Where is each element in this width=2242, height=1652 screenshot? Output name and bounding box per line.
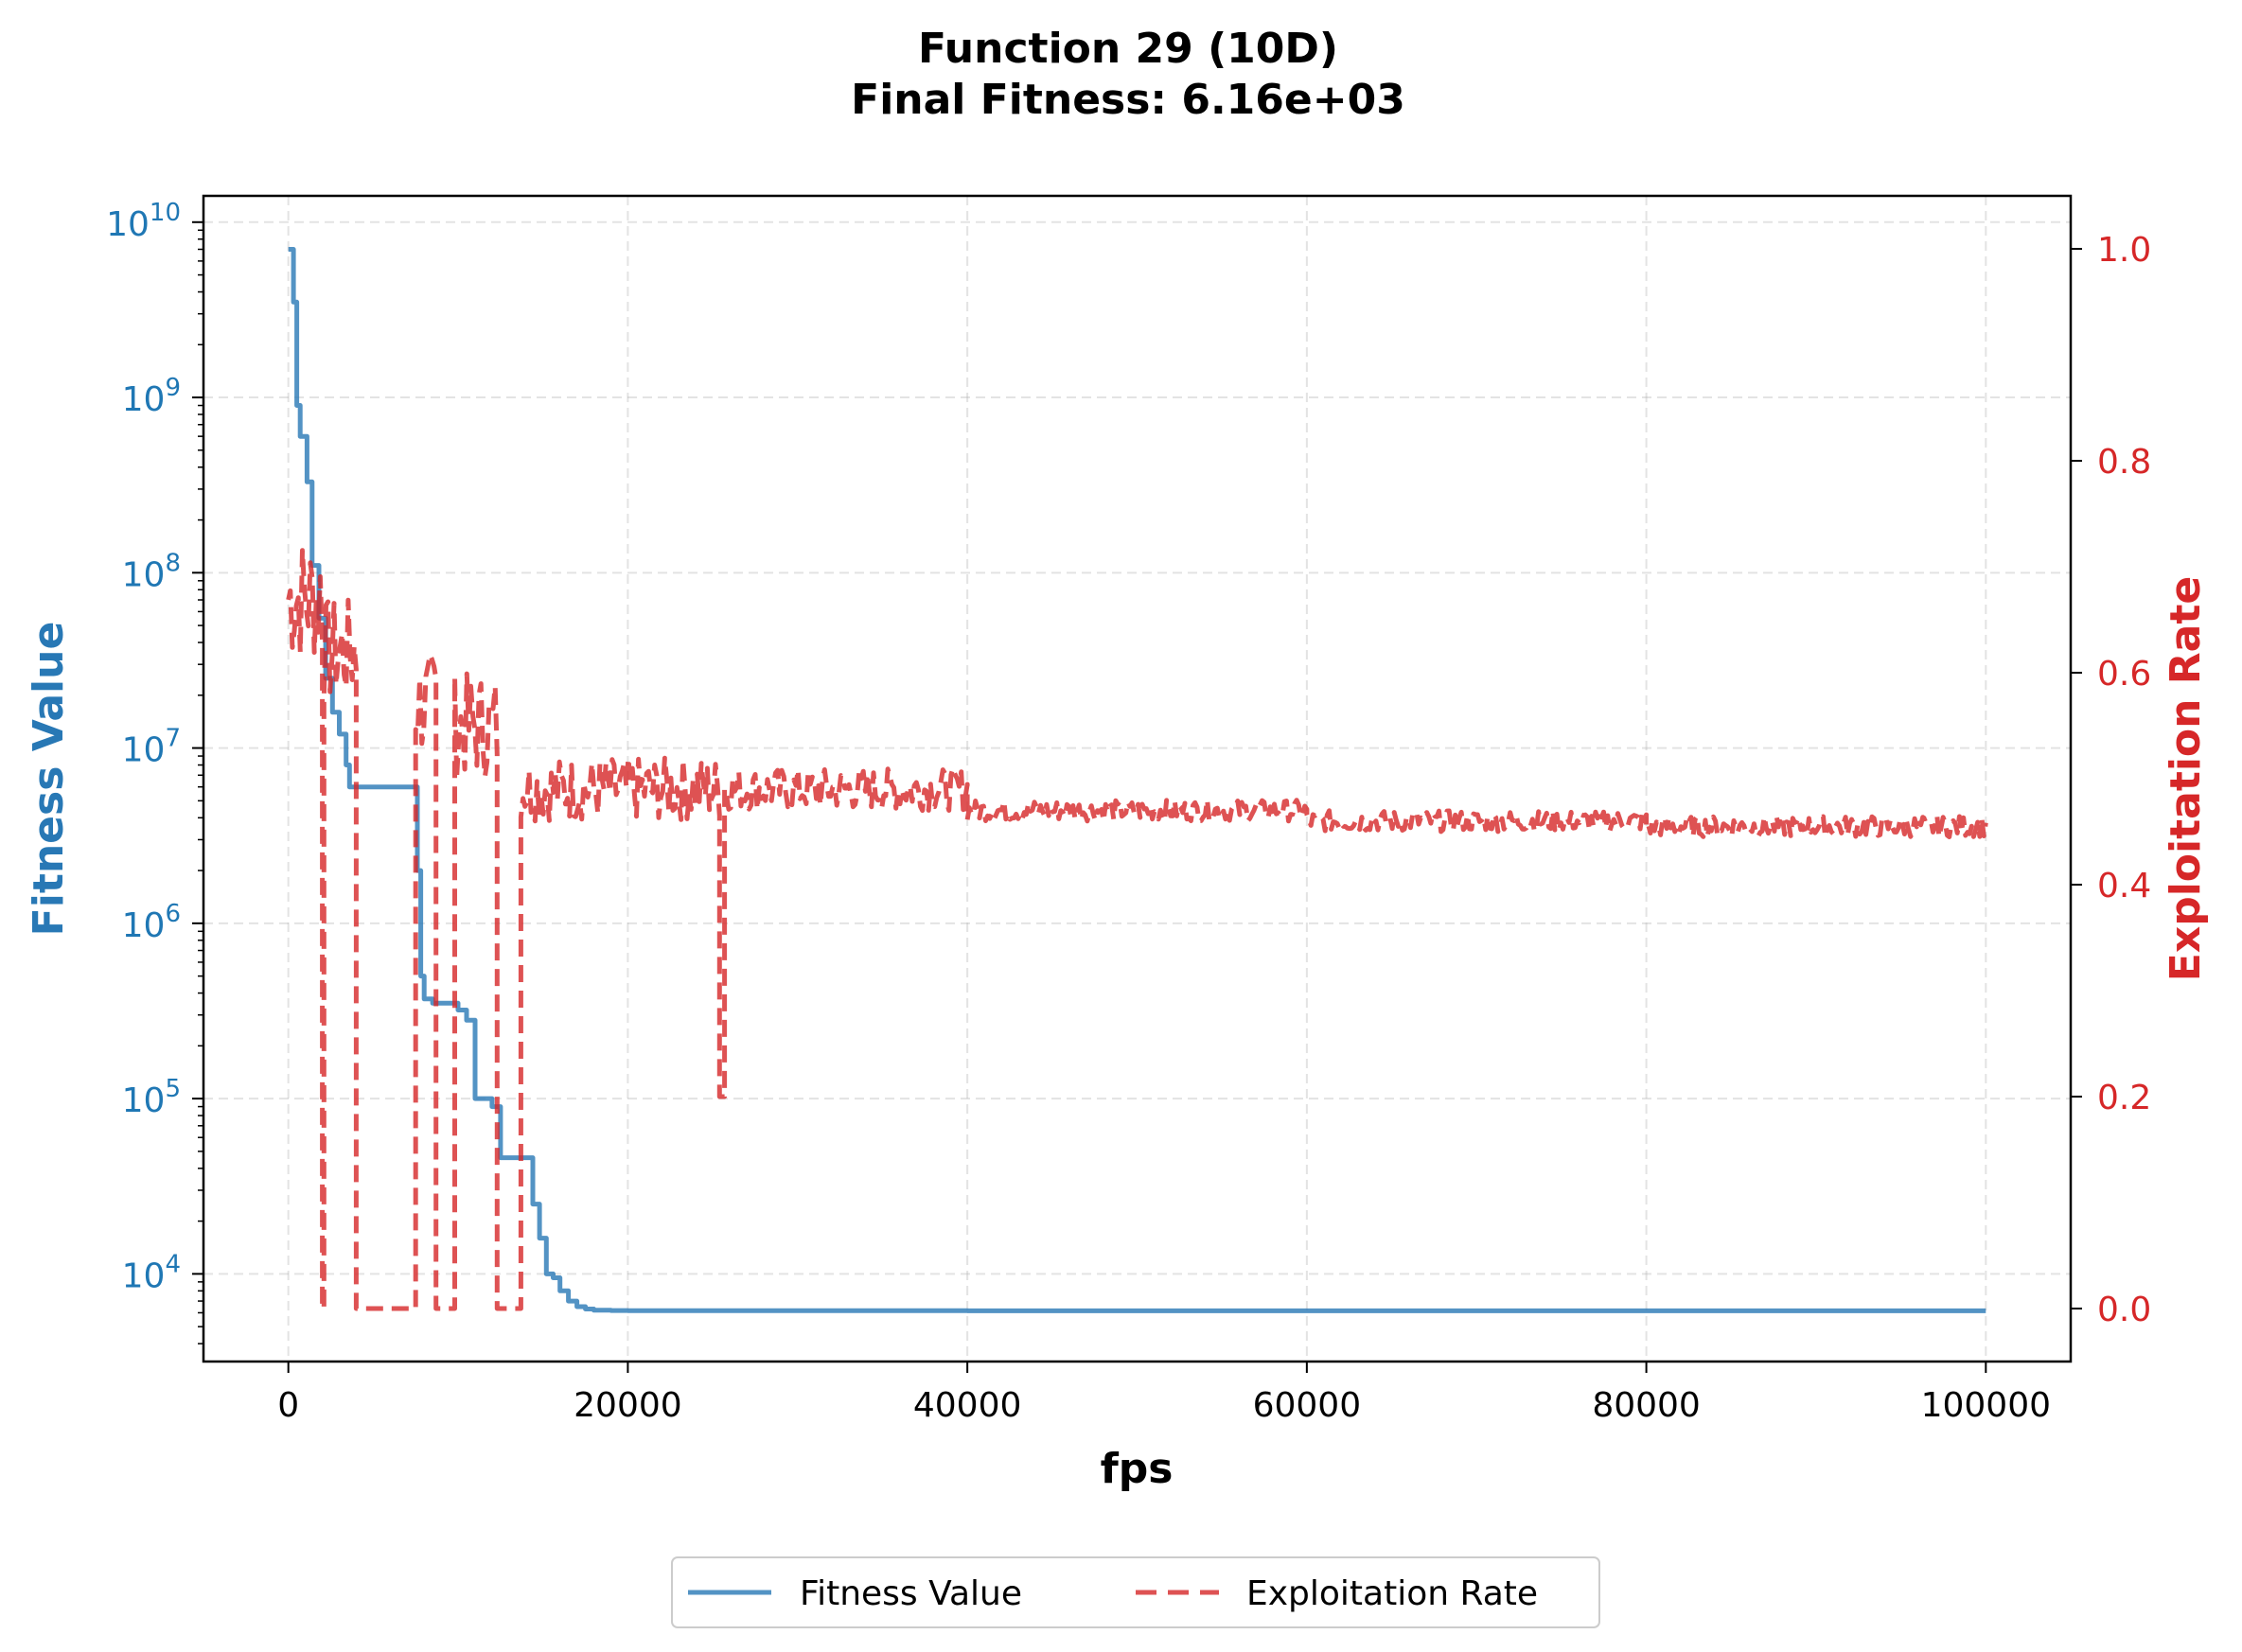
left-y-tick-label: 107: [122, 725, 181, 770]
fitness-series: [288, 247, 1986, 1313]
legend-fitness-label: Fitness Value: [800, 1574, 1022, 1613]
chart-title: Function 29 (10D): [918, 25, 1338, 73]
x-axis-ticks: 0 20000 40000 60000 80000 100000: [277, 1362, 2051, 1425]
fitness-line: [288, 247, 1986, 1313]
right-y-tick-label: 1.0: [2097, 231, 2151, 270]
right-y-tick-label: 0.0: [2097, 1291, 2151, 1329]
plot-frame: [202, 194, 2073, 1363]
right-y-tick-label: 0.6: [2097, 655, 2151, 694]
exploitation-line: [286, 548, 1988, 1311]
x-tick-label: 80000: [1592, 1386, 1701, 1425]
exploitation-series: [286, 548, 1988, 1311]
legend-exploitation-label: Exploitation Rate: [1246, 1574, 1538, 1613]
x-tick-label: 40000: [913, 1386, 1022, 1425]
left-y-tick-label: 109: [122, 374, 181, 419]
right-y-axis-label: Exploitation Rate: [2162, 576, 2210, 981]
left-y-axis-label: Fitness Value: [25, 622, 73, 937]
left-y-tick-label: 106: [122, 900, 181, 945]
right-y-axis-ticks: 0.0 0.2 0.4 0.6 0.8 1.0: [2071, 231, 2151, 1329]
x-tick-label: 0: [277, 1386, 299, 1425]
legend: Fitness Value Exploitation Rate: [671, 1556, 1600, 1628]
chart-subtitle: Final Fitness: 6.16e+03: [851, 76, 1405, 124]
left-y-tick-label: 108: [122, 549, 181, 594]
right-y-tick-label: 0.8: [2097, 443, 2151, 482]
grid-lines: [203, 196, 2071, 1362]
right-y-tick-label: 0.4: [2097, 867, 2151, 905]
x-axis-label: fps: [1101, 1445, 1174, 1493]
x-tick-label: 100000: [1921, 1386, 2051, 1425]
right-y-tick-label: 0.2: [2097, 1079, 2151, 1117]
x-tick-label: 60000: [1253, 1386, 1362, 1425]
x-tick-label: 20000: [574, 1386, 682, 1425]
